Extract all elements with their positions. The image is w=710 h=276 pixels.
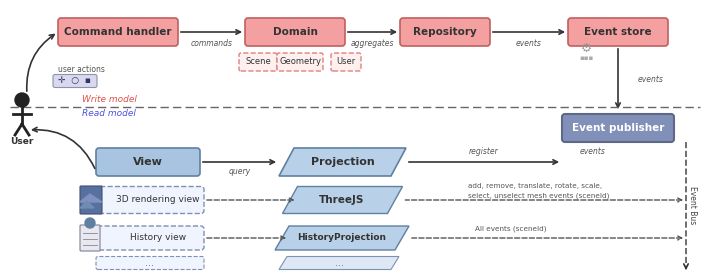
Text: commands: commands <box>190 38 232 47</box>
Text: Event Bus: Event Bus <box>687 186 697 224</box>
Text: ▪▪▪: ▪▪▪ <box>579 55 593 61</box>
Text: add, remove, translate, rotate, scale,: add, remove, translate, rotate, scale, <box>468 183 602 189</box>
Polygon shape <box>80 201 94 208</box>
Text: Write model: Write model <box>82 95 137 105</box>
FancyBboxPatch shape <box>245 18 345 46</box>
Text: events: events <box>580 147 606 155</box>
Text: Projection: Projection <box>311 157 375 167</box>
FancyBboxPatch shape <box>96 226 204 250</box>
FancyBboxPatch shape <box>239 53 277 71</box>
Text: ⚙: ⚙ <box>580 41 591 54</box>
FancyBboxPatch shape <box>80 225 100 251</box>
FancyBboxPatch shape <box>562 114 674 142</box>
Text: User: User <box>11 137 33 147</box>
Text: 3D rendering view: 3D rendering view <box>116 195 200 205</box>
Text: register: register <box>469 147 499 155</box>
Circle shape <box>15 93 29 107</box>
Polygon shape <box>80 194 102 202</box>
Text: Command handler: Command handler <box>64 27 172 37</box>
Text: Event publisher: Event publisher <box>572 123 664 133</box>
Text: HistoryProjection: HistoryProjection <box>297 233 386 243</box>
Circle shape <box>85 218 95 228</box>
Text: Scene: Scene <box>245 57 271 67</box>
Text: User: User <box>337 57 356 67</box>
Text: events: events <box>638 76 664 84</box>
Polygon shape <box>279 256 399 269</box>
Text: Geometry: Geometry <box>279 57 321 67</box>
Text: user actions: user actions <box>58 65 105 75</box>
Text: View: View <box>133 157 163 167</box>
Text: All events (sceneId): All events (sceneId) <box>475 226 547 232</box>
Text: select, unselect mesh events (sceneId): select, unselect mesh events (sceneId) <box>468 193 609 199</box>
Text: ThreeJS: ThreeJS <box>320 195 365 205</box>
FancyBboxPatch shape <box>331 53 361 71</box>
Text: ...: ... <box>146 258 155 268</box>
FancyBboxPatch shape <box>80 186 102 214</box>
FancyBboxPatch shape <box>400 18 490 46</box>
FancyBboxPatch shape <box>53 75 97 87</box>
Polygon shape <box>283 187 403 214</box>
Text: Read model: Read model <box>82 110 136 118</box>
Polygon shape <box>275 226 409 250</box>
FancyBboxPatch shape <box>96 256 204 269</box>
Text: Repository: Repository <box>413 27 477 37</box>
Text: History view: History view <box>130 233 186 243</box>
Text: Domain: Domain <box>273 27 317 37</box>
Text: query: query <box>229 168 251 176</box>
Text: aggregates: aggregates <box>351 38 394 47</box>
FancyBboxPatch shape <box>277 53 323 71</box>
FancyBboxPatch shape <box>96 187 204 214</box>
Text: Event store: Event store <box>584 27 652 37</box>
FancyBboxPatch shape <box>58 18 178 46</box>
FancyBboxPatch shape <box>568 18 668 46</box>
Text: events: events <box>516 38 542 47</box>
Text: ...: ... <box>334 258 344 268</box>
Text: ✛  ○  ▪: ✛ ○ ▪ <box>58 76 92 86</box>
FancyBboxPatch shape <box>96 148 200 176</box>
Polygon shape <box>279 148 406 176</box>
